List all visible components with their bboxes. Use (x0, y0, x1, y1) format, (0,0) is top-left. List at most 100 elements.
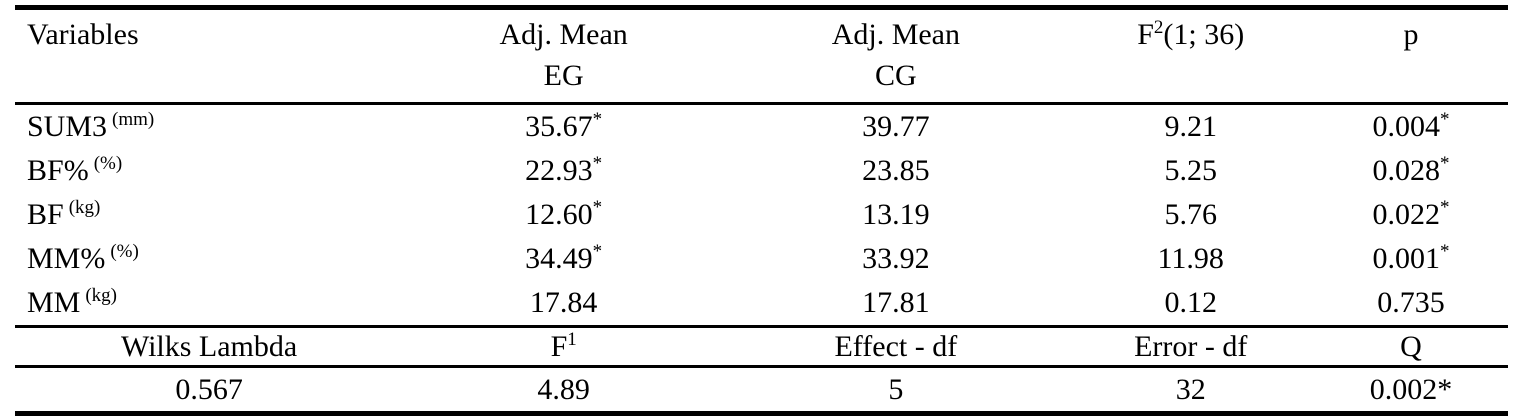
header-f-statistic: F2(1; 36) (1067, 5, 1314, 105)
variable-unit: (%) (93, 153, 123, 174)
adj-mean-label: Adj. Mean (499, 18, 628, 51)
header-variables-label: Variables (27, 18, 139, 51)
table-row: BF (kg) 12.60* 13.19 5.76 0.022* (15, 193, 1508, 237)
adj-mean-cg-value: 17.81 (724, 281, 1067, 327)
variable-name-cell: SUM3 (mm) (15, 104, 403, 150)
adj-mean-eg-value: 22.93* (403, 149, 724, 193)
table-row: SUM3 (mm) 35.67* 39.77 9.21 0.004* (15, 104, 1508, 150)
f-value: 0.12 (1068, 281, 1314, 327)
eg-label: EG (543, 59, 584, 92)
f-superscript: 2 (1153, 17, 1164, 38)
variable-unit: (kg) (68, 197, 101, 218)
f-base: F (1137, 18, 1154, 51)
cg-value: 39.77 (862, 110, 930, 143)
p-value-text: 0.028 (1372, 154, 1440, 187)
f-args: (1; 36) (1163, 18, 1245, 51)
eg-value: 34.49 (525, 242, 593, 275)
header-variables: Variables (15, 5, 404, 105)
header-adj-mean-cg: Adj. Mean CG (724, 5, 1068, 105)
multivariate-header-row: Wilks Lambda F1 Effect - df Error - df Q (15, 325, 1508, 368)
significance-star: * (592, 109, 603, 130)
q-label: Q (1313, 325, 1508, 368)
error-df-value: 32 (1067, 366, 1314, 416)
p-value-text: 0.022 (1372, 198, 1440, 231)
cg-label: CG (875, 59, 917, 92)
f1-base: F (550, 330, 568, 363)
variable-name-cell: BF% (%) (15, 149, 403, 193)
table-row: BF% (%) 22.93* 23.85 5.25 0.028* (15, 149, 1508, 193)
eg-value: 17.84 (529, 286, 598, 319)
significance-star: * (1439, 241, 1450, 262)
cg-value: 23.85 (862, 154, 930, 187)
eg-value: 12.60 (525, 198, 593, 231)
eg-value: 22.93 (525, 154, 593, 187)
significance-star: * (1439, 197, 1450, 218)
variable-name-cell: MM% (%) (15, 237, 403, 281)
variable-name: BF% (27, 154, 89, 187)
table-row: MM (kg) 17.84 17.81 0.12 0.735 (15, 281, 1508, 327)
cg-value: 13.19 (862, 198, 930, 231)
f1-value-text: 4.89 (537, 373, 590, 406)
significance-star: * (592, 153, 603, 174)
header-adj-mean-eg: Adj. Mean EG (403, 5, 725, 105)
header-p-value: p (1313, 5, 1508, 105)
error-df-label: Error - df (1067, 325, 1314, 368)
adj-mean-cg-value: 33.92 (724, 237, 1067, 281)
p-label: p (1403, 18, 1419, 51)
adj-mean-cg-value: 39.77 (724, 104, 1067, 150)
adj-mean-eg-value: 34.49* (403, 237, 724, 281)
multivariate-values-row: 0.567 4.89 5 32 0.002* (15, 366, 1508, 416)
effect-df-text: Effect - df (834, 330, 958, 363)
effect-df-value-text: 5 (888, 373, 904, 406)
cg-value: 33.92 (862, 242, 930, 275)
ancova-results-table: Variables Adj. Mean EG Adj. Mean CG F2(1… (15, 5, 1508, 416)
adj-mean-label: Adj. Mean (831, 18, 960, 51)
variable-name: BF (27, 198, 64, 231)
p-value: 0.001* (1314, 237, 1508, 281)
p-value: 0.022* (1314, 193, 1508, 237)
p-value: 0.004* (1314, 104, 1508, 150)
wilks-lambda-label: Wilks Lambda (15, 325, 404, 368)
variable-name: SUM3 (27, 110, 108, 143)
wilks-value-text: 0.567 (175, 373, 243, 406)
variable-unit: (mm) (112, 109, 155, 130)
significance-star: * (1439, 109, 1450, 130)
table-header-row: Variables Adj. Mean EG Adj. Mean CG F2(1… (15, 5, 1508, 105)
effect-df-value: 5 (724, 366, 1068, 416)
p-value-text: 0.735 (1377, 286, 1445, 319)
variable-name-cell: MM (kg) (15, 281, 403, 327)
adj-mean-cg-value: 13.19 (724, 193, 1067, 237)
variable-name-cell: BF (kg) (15, 193, 403, 237)
wilks-lambda-value: 0.567 (15, 366, 404, 416)
significance-star: * (1439, 153, 1450, 174)
f-value: 5.25 (1068, 149, 1314, 193)
q-value-text: 0.002* (1369, 373, 1453, 406)
p-value-text: 0.001 (1372, 242, 1440, 275)
variable-name: MM (27, 286, 81, 319)
significance-star: * (592, 241, 603, 262)
eg-value: 35.67 (525, 110, 593, 143)
f1-superscript: 1 (567, 329, 577, 350)
cg-value: 17.81 (862, 286, 930, 319)
f1-value: 4.89 (403, 366, 725, 416)
f-value-text: 9.21 (1164, 110, 1217, 143)
f-value-text: 11.98 (1157, 242, 1224, 275)
error-df-text: Error - df (1134, 330, 1248, 363)
table-row: MM% (%) 34.49* 33.92 11.98 0.001* (15, 237, 1508, 281)
adj-mean-cg-value: 23.85 (724, 149, 1067, 193)
effect-df-label: Effect - df (724, 325, 1068, 368)
error-df-value-text: 32 (1175, 373, 1206, 406)
p-value-text: 0.004 (1372, 110, 1440, 143)
significance-star: * (592, 197, 603, 218)
p-value: 0.735 (1314, 281, 1508, 327)
adj-mean-eg-value: 35.67* (403, 104, 724, 150)
q-text: Q (1400, 330, 1422, 363)
adj-mean-eg-value: 12.60* (403, 193, 724, 237)
f-value: 5.76 (1068, 193, 1314, 237)
adj-mean-eg-value: 17.84 (403, 281, 724, 327)
f1-label: F1 (403, 325, 725, 368)
variable-unit: (kg) (85, 285, 118, 306)
p-value: 0.028* (1314, 149, 1508, 193)
wilks-lambda-text: Wilks Lambda (120, 330, 298, 363)
